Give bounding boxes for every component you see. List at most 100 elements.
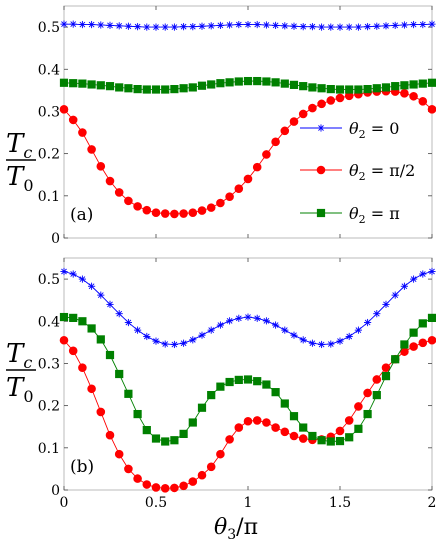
data-point xyxy=(69,313,78,322)
data-point xyxy=(124,196,133,206)
data-point xyxy=(418,319,427,328)
data-point xyxy=(317,436,326,445)
y-tick-label: 0.5 xyxy=(38,272,60,288)
data-point xyxy=(391,21,399,30)
data-point xyxy=(290,22,298,30)
data-point xyxy=(326,96,336,105)
series-circle xyxy=(59,335,436,493)
data-point xyxy=(289,431,299,441)
series-layer xyxy=(59,267,436,493)
data-point xyxy=(262,317,270,325)
data-point xyxy=(363,409,372,419)
data-point xyxy=(235,314,243,322)
data-point xyxy=(308,431,317,441)
data-point xyxy=(298,109,308,119)
data-point xyxy=(68,115,78,125)
data-point xyxy=(216,449,225,459)
data-point xyxy=(317,99,326,109)
legend-marker-asterisk xyxy=(317,124,325,132)
data-point xyxy=(419,20,427,29)
data-point xyxy=(427,313,436,322)
data-point xyxy=(354,23,362,31)
y-tick-label: 0.3 xyxy=(38,104,60,120)
data-point xyxy=(289,412,299,421)
data-point xyxy=(114,449,124,459)
legend-label-sub: 2 xyxy=(359,213,366,226)
data-point xyxy=(344,416,354,425)
data-point xyxy=(161,23,169,31)
x-tick-label: 1.5 xyxy=(329,495,351,511)
y-axis-label: Tc T0 xyxy=(6,129,36,195)
data-point xyxy=(243,76,253,86)
data-point xyxy=(115,22,123,30)
data-point xyxy=(216,198,225,208)
x-tick-label: 0 xyxy=(60,495,69,511)
data-point xyxy=(354,424,363,433)
data-point xyxy=(189,336,197,344)
x-tick-label: 0.5 xyxy=(145,495,167,511)
data-point xyxy=(142,85,151,94)
data-point xyxy=(69,20,77,28)
data-point xyxy=(409,342,418,351)
svg-text:Tc: Tc xyxy=(6,129,32,162)
data-point xyxy=(335,85,345,94)
y-label-top: T xyxy=(6,339,25,369)
data-point xyxy=(78,317,87,326)
data-point xyxy=(234,423,244,432)
data-point xyxy=(243,375,253,384)
data-point xyxy=(143,332,151,341)
data-point xyxy=(382,300,390,308)
legend-marker-square xyxy=(316,208,326,218)
data-point xyxy=(372,390,381,400)
data-point xyxy=(106,300,114,308)
y-label-top: T xyxy=(6,129,25,159)
data-point xyxy=(252,162,262,172)
data-point xyxy=(244,20,252,29)
data-point xyxy=(179,84,188,93)
legend-label-main: θ xyxy=(349,161,359,180)
data-point xyxy=(88,282,96,290)
data-point xyxy=(409,80,418,89)
data-point xyxy=(225,192,234,201)
data-point xyxy=(345,332,353,341)
data-point xyxy=(188,83,197,92)
data-point xyxy=(134,23,142,31)
data-point xyxy=(59,78,69,87)
data-point xyxy=(226,21,234,29)
data-point xyxy=(160,209,170,218)
legend-entry-theta2-pi-half: θ2 = π/2 xyxy=(300,161,415,183)
data-point xyxy=(373,22,381,30)
data-point xyxy=(151,208,161,217)
data-point xyxy=(299,423,308,432)
data-point xyxy=(143,23,151,31)
data-point xyxy=(364,318,372,327)
data-point xyxy=(60,20,68,28)
data-point xyxy=(124,318,132,327)
data-point xyxy=(105,82,115,91)
data-point xyxy=(87,384,96,394)
data-point xyxy=(180,23,188,31)
svg-text:θ2 = 0: θ2 = 0 xyxy=(349,119,399,141)
data-point xyxy=(114,188,124,197)
data-point xyxy=(428,267,436,276)
panel-label: (b) xyxy=(70,457,94,477)
data-point xyxy=(382,22,390,30)
x-label-rest: /π xyxy=(236,515,258,540)
data-point xyxy=(60,267,68,276)
data-point xyxy=(410,275,418,283)
series-square xyxy=(59,312,436,446)
data-point xyxy=(281,22,289,30)
data-point xyxy=(78,20,86,29)
panel-b: 00.10.20.30.40.5 0 0.5 1 1.5 2 (b) Tc T0 θ3/… xyxy=(6,257,436,543)
data-point xyxy=(400,21,408,29)
data-point xyxy=(170,23,178,31)
data-point xyxy=(87,80,96,89)
legend-label-sub: 2 xyxy=(359,128,366,141)
data-point xyxy=(151,434,161,443)
data-point xyxy=(373,310,381,318)
data-point xyxy=(253,314,261,322)
data-point xyxy=(289,117,299,126)
data-point xyxy=(326,84,335,94)
data-point xyxy=(170,436,179,445)
data-point xyxy=(272,21,280,30)
